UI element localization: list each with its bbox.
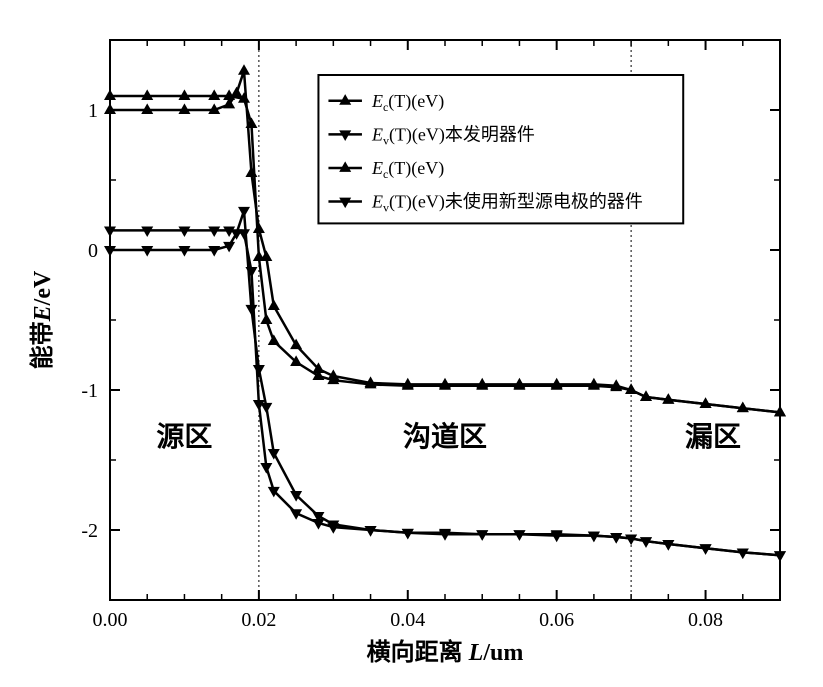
chart-container: 0.00 0.02 0.04 0.06 0.08 -2 -1 0 1 源区 沟道区 漏区横向距离 L/… xyxy=(0,0,823,687)
x-tick-label: 0.08 xyxy=(688,609,723,631)
region-label: 漏区 xyxy=(685,421,741,453)
y-axis-title: 能带E/eV xyxy=(28,270,56,369)
y-tick-label: 0 xyxy=(88,240,98,262)
legend-item-label: Ec(T)(eV) xyxy=(371,158,444,181)
region-label: 沟道区 xyxy=(403,420,487,453)
x-axis-title: 横向距离 L/um xyxy=(367,638,524,666)
x-tick-label: 0.00 xyxy=(93,609,128,631)
x-tick-label: 0.06 xyxy=(539,609,574,631)
legend-item-label: Ec(T)(eV) xyxy=(371,91,444,114)
x-tick-label: 0.04 xyxy=(390,609,425,631)
y-tick-label: -2 xyxy=(81,520,98,542)
legend-item-label: Ev(T)(eV)本发明器件 xyxy=(371,124,535,147)
series-Ev_ref xyxy=(110,230,780,555)
y-tick-label: -1 xyxy=(81,380,98,402)
legend-item-label: Ev(T)(eV)未使用新型源电极的器件 xyxy=(371,192,643,215)
energy-band-chart: 0.00 0.02 0.04 0.06 0.08 -2 -1 0 1 源区 沟道区 漏区横向距离 L/… xyxy=(0,0,823,687)
x-tick-label: 0.02 xyxy=(241,609,276,631)
region-label: 源区 xyxy=(156,421,212,453)
y-tick-label: 1 xyxy=(88,100,98,122)
